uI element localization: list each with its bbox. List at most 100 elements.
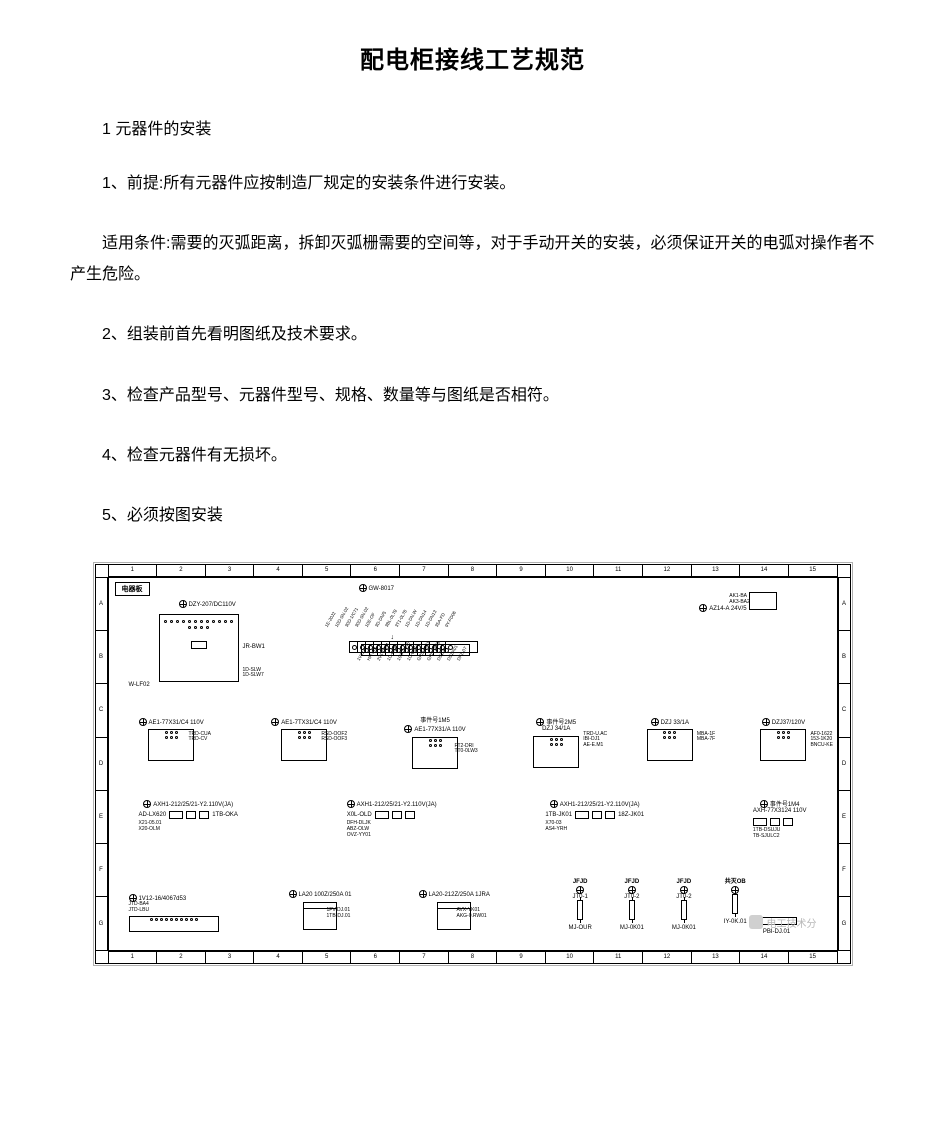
paragraph-1: 1、前提:所有元器件应按制造厂规定的安装条件进行安装。 <box>70 169 875 199</box>
ruler-cell: 6 <box>351 565 400 576</box>
ruler-cell: 5 <box>303 952 352 963</box>
component-row-3: AXH1-212/25/21-Y2.110V(JA) AD-LX620 1TB-… <box>139 800 807 840</box>
ruler-cell: 15 <box>789 952 837 963</box>
ruler-cell: E <box>839 791 850 844</box>
ruler-cell: 2 <box>157 565 206 576</box>
ruler-cell: B <box>96 631 107 684</box>
component-row-2: AE1-77X31/C4 110V TRD-CUATRD-CV AE1-7TX3… <box>139 718 807 769</box>
oplus-icon <box>129 894 137 902</box>
ruler-cell: 3 <box>206 565 255 576</box>
ruler-cell: 9 <box>497 565 546 576</box>
watermark: 电工技术分 <box>749 915 817 930</box>
page-title: 配电柜接线工艺规范 <box>70 40 875 75</box>
r4-left: 1V12-16/4067d53 JTD-BA4 JTD-LBU <box>129 894 219 932</box>
ruler-cell: D <box>839 738 850 791</box>
component-item: AXH1-212/25/21-Y2.110V(JA) 1TB-JK01 18Z-… <box>545 800 644 840</box>
ruler-cell: 3 <box>206 952 255 963</box>
ruler-cell: 4 <box>254 952 303 963</box>
marker-top-right: AZ14-A 24V/5 AK1-BA AK3-BA2 <box>699 590 776 606</box>
paragraph-3: 2、组装前首先看明图纸及技术要求。 <box>70 320 875 350</box>
ruler-cell: A <box>839 578 850 631</box>
paragraph-4: 3、检查产品型号、元器件型号、规格、数量等与图纸是否相符。 <box>70 381 875 411</box>
component-item: 事件号1M5 AE1-77X31/A 110V FT2-DRITT0-0LW3 <box>404 718 465 769</box>
ruler-cell: 14 <box>740 565 789 576</box>
ruler-bottom: 123456789101112131415 <box>108 951 838 963</box>
oplus-icon <box>419 890 427 898</box>
ruler-cell: 5 <box>303 565 352 576</box>
ruler-top: 123456789101112131415 <box>108 565 838 577</box>
ruler-left: ABCDEFG <box>96 577 108 951</box>
oplus-icon <box>179 600 187 608</box>
ruler-right: ABCDEFG <box>838 577 850 951</box>
ruler-cell: 11 <box>594 952 643 963</box>
component-item: DZJ 33/1A MBA-1FMBA-7F <box>647 718 693 769</box>
component-item: 事件号2M5 DZJ 34/1A TRD-U.ACIBI-DJ1AE-E.M1 <box>533 718 579 769</box>
ruler-cell: 9 <box>497 952 546 963</box>
marker-top-center-label: GW-8017 <box>368 586 394 592</box>
ruler-cell: G <box>839 897 850 949</box>
marker-top-right-label: AZ14-A 24V/5 <box>709 606 746 612</box>
marker-top-center: GW-8017 <box>359 584 395 592</box>
ruler-cell: 2 <box>157 952 206 963</box>
panel-side-label: JR-BW1 <box>243 644 265 651</box>
frame-label: 电器板 <box>115 582 150 596</box>
oplus-icon <box>289 890 297 898</box>
r4b2-title: LA20-212Z/250A 1JRA <box>428 892 489 898</box>
ruler-cell: 7 <box>400 565 449 576</box>
watermark-icon <box>749 915 763 929</box>
r4-b2: LA20-212Z/250A 1JRA AVX-YK01 AKG-0.RW01 <box>419 890 490 931</box>
fuse-item: 共灭OB IY-0K.01 <box>724 879 747 932</box>
ruler-cell: 15 <box>789 565 837 576</box>
ruler-cell: 12 <box>643 952 692 963</box>
oplus-icon <box>359 584 367 592</box>
ruler-cell: 4 <box>254 565 303 576</box>
fuse-item: JFJD JT0-2 MJ-0K01 <box>620 879 644 932</box>
terminal-block-bottom: ↓ 1V12-1HR-L712V1-OLM1D-G14610G-G1451D-G… <box>361 644 470 662</box>
r4b1-title: LA20 100Z/250A 01 <box>298 892 351 898</box>
ruler-cell: F <box>839 844 850 897</box>
r4-right-label: PBI-DJ.01 <box>757 929 797 936</box>
ruler-cell: 13 <box>692 565 741 576</box>
marker-top-left: DZY-207/DC110V <box>179 600 236 608</box>
ruler-cell: B <box>839 631 850 684</box>
pb-line2: 1D-SLW7 <box>243 673 264 679</box>
ruler-cell: 14 <box>740 952 789 963</box>
wiring-diagram: 123456789101112131415 123456789101112131… <box>93 562 853 966</box>
drawing-area: 电器板 DZY-207/DC110V GW-8017 AZ14-A 24V/5 … <box>108 577 838 951</box>
r4b2-l2: AKG-0.RW01 <box>457 914 487 920</box>
ruler-cell: 7 <box>400 952 449 963</box>
paragraph-5: 4、检查元器件有无损坏。 <box>70 441 875 471</box>
paragraph-2: 适用条件:需要的灭弧距离，拆卸灭弧栅需要的空间等，对于手动开关的安装，必须保证开… <box>70 229 875 290</box>
ruler-cell: C <box>96 684 107 737</box>
fuse-item: JFJD JT0-2 MJ-0K01 <box>672 879 696 932</box>
terminal-label: 1V12-1 <box>356 651 365 661</box>
ruler-cell: D <box>96 738 107 791</box>
ruler-cell: 6 <box>351 952 400 963</box>
ruler-cell: 1 <box>109 565 158 576</box>
component-item: AXH1-212/25/21-Y2.110V(JA) X0L-OLD DFH-D… <box>347 800 437 840</box>
ruler-cell: 8 <box>449 565 498 576</box>
ruler-cell: 1 <box>109 952 158 963</box>
ruler-cell: 12 <box>643 565 692 576</box>
ruler-cell: 8 <box>449 952 498 963</box>
ruler-cell: A <box>96 578 107 631</box>
ruler-cell: 10 <box>546 952 595 963</box>
watermark-text: 电工技术分 <box>767 915 817 930</box>
r4b1-l2: 1TB-DJ.01 <box>327 914 351 920</box>
paragraph-6: 5、必须按图安装 <box>70 501 875 531</box>
ruler-cell: 10 <box>546 565 595 576</box>
left-panel: JR-BW1 W-LF02 1D-SLW 1D-SLW7 <box>159 614 239 689</box>
component-item: AXH1-212/25/21-Y2.110V(JA) AD-LX620 1TB-… <box>139 800 238 840</box>
r4-fuses: JFJD JT0-1 MJ-OUR JFJD JT0-2 MJ-0K01 JFJ… <box>569 879 747 932</box>
r4l-l2: JTD-LBU <box>129 908 219 914</box>
component-item: DZJ37/120V AF0-1622153-1K20BNCU-KE <box>760 718 806 769</box>
oplus-icon <box>699 604 707 612</box>
ruler-cell: F <box>96 844 107 897</box>
r4-b1: LA20 100Z/250A 01 1FV-DJ.01 1TB-DJ.01 <box>289 890 352 931</box>
marker-top-left-label: DZY-207/DC110V <box>188 602 235 608</box>
ruler-cell: E <box>96 791 107 844</box>
fuse-item: JFJD JT0-1 MJ-OUR <box>569 879 592 932</box>
component-item: 事件号1M4 AXH-77X3124 110V 1TB-DSUJUTB-SJUL… <box>753 800 807 840</box>
ruler-cell: G <box>96 897 107 949</box>
ruler-cell: 13 <box>692 952 741 963</box>
